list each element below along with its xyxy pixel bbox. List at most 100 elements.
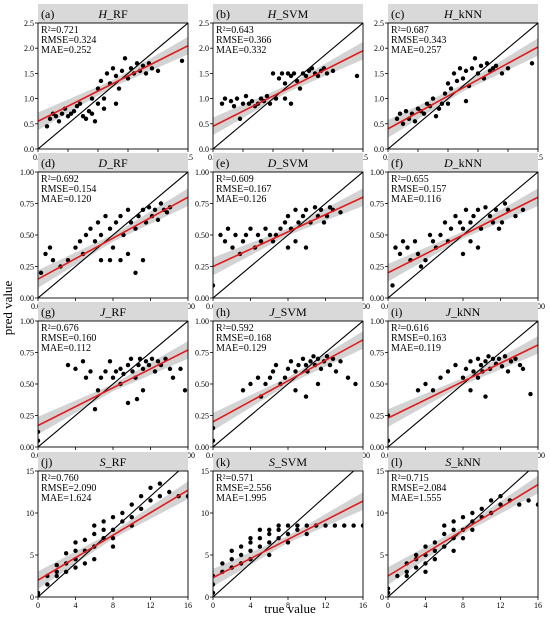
data-point <box>303 362 309 368</box>
stat-rmse: RMSE=2.090 <box>41 483 96 494</box>
data-point <box>229 557 234 562</box>
data-point <box>65 362 71 368</box>
panel-title: D_RF <box>97 156 128 170</box>
y-tick-label: 1.5 <box>374 69 384 78</box>
plot-area <box>213 321 363 447</box>
data-point <box>282 220 288 225</box>
y-tick-label: 0 <box>205 593 209 602</box>
data-point <box>73 565 78 570</box>
data-point <box>110 527 116 532</box>
data-point <box>113 101 119 106</box>
regression-line <box>213 196 363 268</box>
data-point <box>324 71 330 76</box>
data-point <box>285 213 291 219</box>
panel-title: H_kNN <box>443 7 482 21</box>
data-point <box>50 258 56 263</box>
data-point <box>220 561 225 566</box>
y-tick-label: 0.25 <box>195 412 209 421</box>
data-point <box>125 251 131 257</box>
panel-letter: (b) <box>216 7 230 21</box>
data-point <box>451 519 456 524</box>
data-point <box>134 61 140 66</box>
y-tick-label: 1.00 <box>370 168 384 177</box>
data-point <box>312 205 318 210</box>
x-tick-label: 0 <box>211 601 215 610</box>
data-point <box>490 356 496 361</box>
y-tick-label: 1.00 <box>195 168 209 177</box>
data-point <box>469 66 475 71</box>
data-point <box>213 283 216 288</box>
y-tick-label: 0.75 <box>20 349 34 358</box>
data-point <box>470 519 475 524</box>
data-point <box>276 76 282 81</box>
stat-mae: MAE=0.257 <box>391 45 441 56</box>
panel-title: H_RF <box>97 7 128 21</box>
plot-area <box>388 471 538 597</box>
data-point <box>213 590 216 595</box>
data-point <box>240 388 246 393</box>
y-tick-label: 2.5 <box>24 19 34 28</box>
data-point <box>110 544 116 549</box>
data-point <box>453 362 458 368</box>
identity-line <box>213 471 355 597</box>
data-point <box>400 121 406 127</box>
data-point <box>155 68 161 74</box>
data-point <box>263 226 268 231</box>
data-point <box>288 101 294 106</box>
panel-strip <box>38 4 188 23</box>
panel-strip <box>38 452 188 471</box>
data-point <box>157 481 163 486</box>
data-point <box>423 561 428 566</box>
data-point <box>294 78 300 84</box>
data-point <box>438 375 443 380</box>
data-point <box>499 220 505 225</box>
data-point <box>225 226 231 231</box>
data-point <box>248 540 253 545</box>
data-point <box>451 527 456 532</box>
data-point <box>430 96 436 101</box>
data-point <box>415 106 421 111</box>
data-point <box>288 73 294 79</box>
x-tick-label: 0 <box>386 601 390 610</box>
x-tick-label: 8 <box>286 601 290 610</box>
y-tick-label: 0.00 <box>195 443 209 452</box>
data-point <box>263 381 268 387</box>
data-point <box>529 61 535 66</box>
data-point <box>300 71 306 76</box>
data-point <box>412 239 418 244</box>
data-point <box>267 527 272 532</box>
data-point <box>395 573 400 579</box>
stat-mae: MAE=1.624 <box>41 493 91 504</box>
data-point <box>140 388 146 393</box>
data-point <box>324 354 330 359</box>
data-point <box>442 91 448 96</box>
data-point <box>499 364 505 369</box>
data-point <box>288 359 294 364</box>
data-point <box>98 375 104 380</box>
data-point <box>318 366 324 372</box>
data-point <box>107 258 113 263</box>
stat-r2: R²=0.592 <box>216 323 254 334</box>
data-point <box>267 232 273 238</box>
data-point <box>73 366 78 372</box>
data-point <box>470 510 475 516</box>
data-point <box>318 207 324 212</box>
data-point <box>228 98 234 104</box>
y-tick-label: 1.00 <box>370 317 384 326</box>
regression-line <box>388 483 538 577</box>
y-tick-label: 1.0 <box>374 95 384 104</box>
data-point <box>421 111 427 116</box>
data-point <box>222 96 228 101</box>
data-point <box>120 519 125 524</box>
y-tick-label: 15 <box>376 467 384 476</box>
y-tick-label: 1.0 <box>24 95 34 104</box>
data-point <box>95 101 101 106</box>
data-point <box>478 362 484 368</box>
data-point <box>80 359 86 364</box>
data-point <box>397 111 403 116</box>
data-point <box>526 498 531 503</box>
data-point <box>182 388 188 393</box>
data-point <box>488 498 494 503</box>
stat-r2: R²=0.643 <box>216 25 254 36</box>
data-point <box>83 375 89 380</box>
